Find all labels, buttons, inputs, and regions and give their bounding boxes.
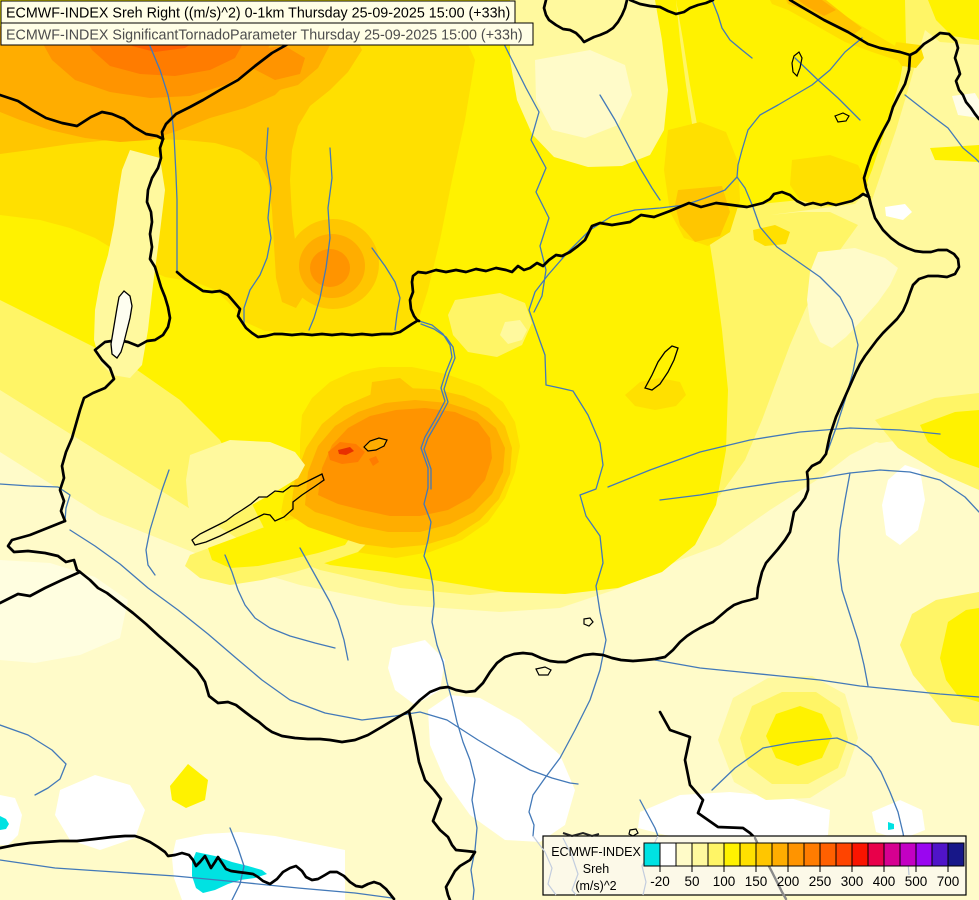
svg-text:50: 50 — [684, 874, 699, 889]
svg-text:200: 200 — [777, 874, 800, 889]
svg-text:ECMWF-INDEX SignificantTornado: ECMWF-INDEX SignificantTornadoParameter … — [6, 28, 523, 44]
svg-text:Sreh: Sreh — [583, 862, 609, 876]
svg-text:700: 700 — [937, 874, 960, 889]
svg-text:-20: -20 — [650, 874, 670, 889]
svg-text:(m/s)^2: (m/s)^2 — [575, 879, 616, 893]
svg-text:ECMWF-INDEX Sreh Right ((m/s)^: ECMWF-INDEX Sreh Right ((m/s)^2) 0-1km T… — [6, 6, 510, 22]
svg-text:300: 300 — [841, 874, 864, 889]
svg-text:500: 500 — [905, 874, 928, 889]
svg-text:ECMWF-INDEX: ECMWF-INDEX — [551, 845, 641, 859]
svg-text:150: 150 — [745, 874, 768, 889]
svg-text:400: 400 — [873, 874, 896, 889]
svg-text:250: 250 — [809, 874, 832, 889]
svg-text:100: 100 — [713, 874, 736, 889]
